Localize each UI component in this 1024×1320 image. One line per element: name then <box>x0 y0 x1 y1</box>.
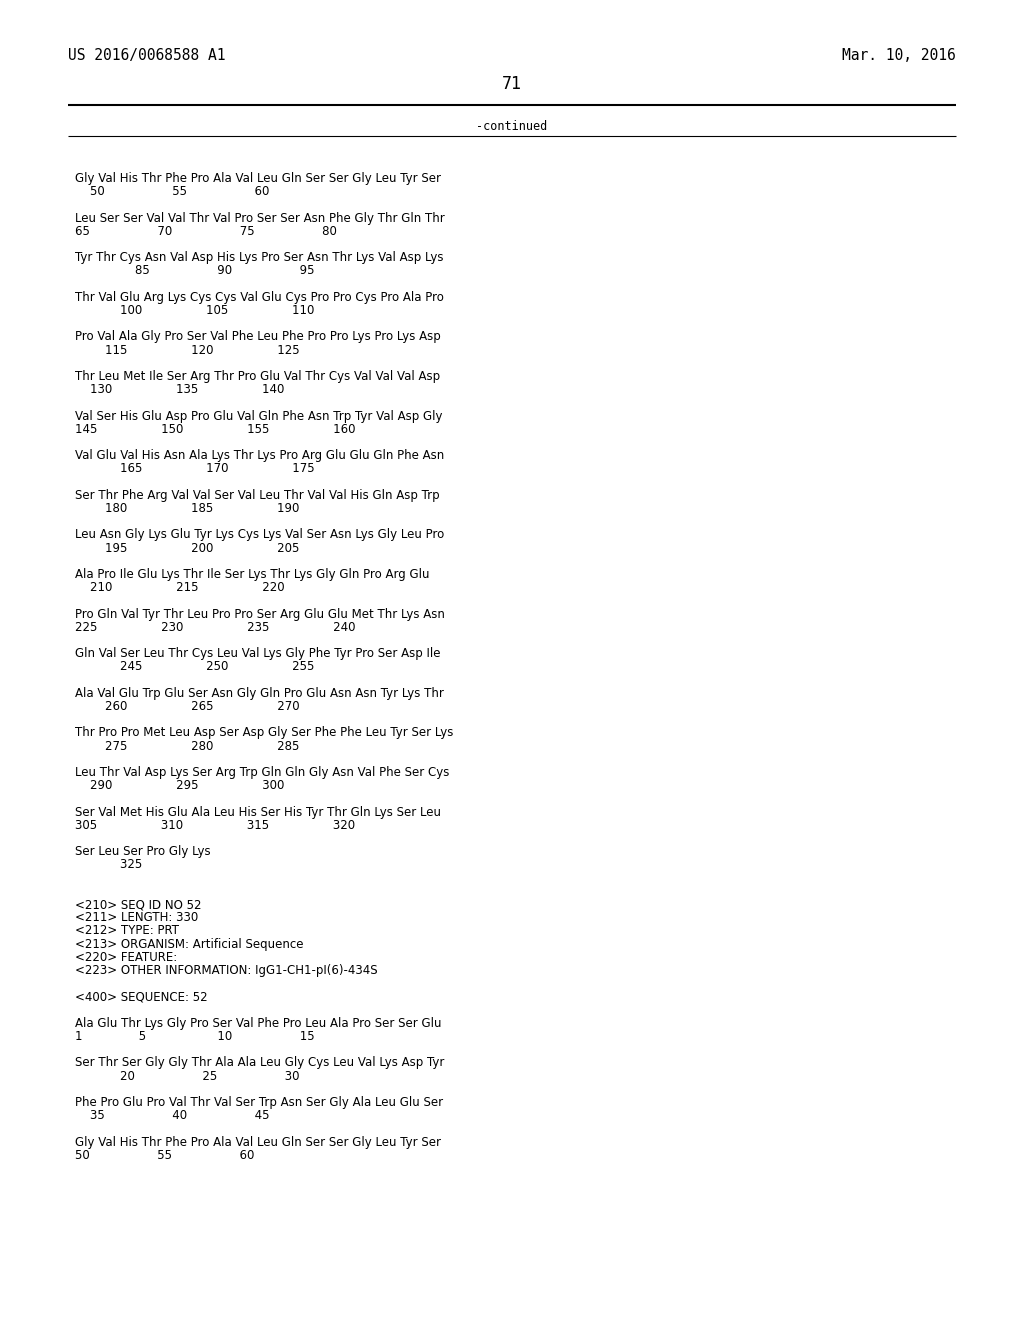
Text: 85                  90                  95: 85 90 95 <box>75 264 314 277</box>
Text: Gln Val Ser Leu Thr Cys Leu Val Lys Gly Phe Tyr Pro Ser Asp Ile: Gln Val Ser Leu Thr Cys Leu Val Lys Gly … <box>75 647 440 660</box>
Text: 1               5                   10                  15: 1 5 10 15 <box>75 1030 314 1043</box>
Text: 225                 230                 235                 240: 225 230 235 240 <box>75 620 355 634</box>
Text: Val Glu Val His Asn Ala Lys Thr Lys Pro Arg Glu Glu Gln Phe Asn: Val Glu Val His Asn Ala Lys Thr Lys Pro … <box>75 449 444 462</box>
Text: 260                 265                 270: 260 265 270 <box>75 700 300 713</box>
Text: 165                 170                 175: 165 170 175 <box>75 462 314 475</box>
Text: 20                  25                  30: 20 25 30 <box>75 1069 299 1082</box>
Text: Thr Val Glu Arg Lys Cys Cys Val Glu Cys Pro Pro Cys Pro Ala Pro: Thr Val Glu Arg Lys Cys Cys Val Glu Cys … <box>75 290 443 304</box>
Text: Thr Pro Pro Met Leu Asp Ser Asp Gly Ser Phe Phe Leu Tyr Ser Lys: Thr Pro Pro Met Leu Asp Ser Asp Gly Ser … <box>75 726 454 739</box>
Text: Gly Val His Thr Phe Pro Ala Val Leu Gln Ser Ser Gly Leu Tyr Ser: Gly Val His Thr Phe Pro Ala Val Leu Gln … <box>75 172 441 185</box>
Text: <400> SEQUENCE: 52: <400> SEQUENCE: 52 <box>75 990 208 1003</box>
Text: 145                 150                 155                 160: 145 150 155 160 <box>75 422 355 436</box>
Text: 130                 135                 140: 130 135 140 <box>75 383 285 396</box>
Text: 210                 215                 220: 210 215 220 <box>75 581 285 594</box>
Text: <223> OTHER INFORMATION: IgG1-CH1-pI(6)-434S: <223> OTHER INFORMATION: IgG1-CH1-pI(6)-… <box>75 964 378 977</box>
Text: 290                 295                 300: 290 295 300 <box>75 779 285 792</box>
Text: <220> FEATURE:: <220> FEATURE: <box>75 950 177 964</box>
Text: Ala Pro Ile Glu Lys Thr Ile Ser Lys Thr Lys Gly Gln Pro Arg Glu: Ala Pro Ile Glu Lys Thr Ile Ser Lys Thr … <box>75 568 429 581</box>
Text: Ser Leu Ser Pro Gly Lys: Ser Leu Ser Pro Gly Lys <box>75 845 211 858</box>
Text: 115                 120                 125: 115 120 125 <box>75 343 300 356</box>
Text: 50                  55                  60: 50 55 60 <box>75 185 269 198</box>
Text: Ser Thr Ser Gly Gly Thr Ala Ala Leu Gly Cys Leu Val Lys Asp Tyr: Ser Thr Ser Gly Gly Thr Ala Ala Leu Gly … <box>75 1056 444 1069</box>
Text: 180                 185                 190: 180 185 190 <box>75 502 299 515</box>
Text: Gly Val His Thr Phe Pro Ala Val Leu Gln Ser Ser Gly Leu Tyr Ser: Gly Val His Thr Phe Pro Ala Val Leu Gln … <box>75 1135 441 1148</box>
Text: <212> TYPE: PRT: <212> TYPE: PRT <box>75 924 179 937</box>
Text: -continued: -continued <box>476 120 548 133</box>
Text: Ala Glu Thr Lys Gly Pro Ser Val Phe Pro Leu Ala Pro Ser Ser Glu: Ala Glu Thr Lys Gly Pro Ser Val Phe Pro … <box>75 1016 441 1030</box>
Text: 50                  55                  60: 50 55 60 <box>75 1148 254 1162</box>
Text: Leu Ser Ser Val Val Thr Val Pro Ser Ser Asn Phe Gly Thr Gln Thr: Leu Ser Ser Val Val Thr Val Pro Ser Ser … <box>75 211 444 224</box>
Text: <213> ORGANISM: Artificial Sequence: <213> ORGANISM: Artificial Sequence <box>75 937 303 950</box>
Text: Ser Val Met His Glu Ala Leu His Ser His Tyr Thr Gln Lys Ser Leu: Ser Val Met His Glu Ala Leu His Ser His … <box>75 805 441 818</box>
Text: Tyr Thr Cys Asn Val Asp His Lys Pro Ser Asn Thr Lys Val Asp Lys: Tyr Thr Cys Asn Val Asp His Lys Pro Ser … <box>75 251 443 264</box>
Text: 305                 310                 315                 320: 305 310 315 320 <box>75 818 355 832</box>
Text: <211> LENGTH: 330: <211> LENGTH: 330 <box>75 911 199 924</box>
Text: Pro Val Ala Gly Pro Ser Val Phe Leu Phe Pro Pro Lys Pro Lys Asp: Pro Val Ala Gly Pro Ser Val Phe Leu Phe … <box>75 330 440 343</box>
Text: 325: 325 <box>75 858 142 871</box>
Text: 195                 200                 205: 195 200 205 <box>75 541 299 554</box>
Text: Ser Thr Phe Arg Val Val Ser Val Leu Thr Val Val His Gln Asp Trp: Ser Thr Phe Arg Val Val Ser Val Leu Thr … <box>75 488 439 502</box>
Text: 71: 71 <box>502 75 522 92</box>
Text: 100                 105                 110: 100 105 110 <box>75 304 314 317</box>
Text: Val Ser His Glu Asp Pro Glu Val Gln Phe Asn Trp Tyr Val Asp Gly: Val Ser His Glu Asp Pro Glu Val Gln Phe … <box>75 409 442 422</box>
Text: 35                  40                  45: 35 40 45 <box>75 1109 269 1122</box>
Text: Mar. 10, 2016: Mar. 10, 2016 <box>843 48 956 63</box>
Text: US 2016/0068588 A1: US 2016/0068588 A1 <box>68 48 225 63</box>
Text: Leu Asn Gly Lys Glu Tyr Lys Cys Lys Val Ser Asn Lys Gly Leu Pro: Leu Asn Gly Lys Glu Tyr Lys Cys Lys Val … <box>75 528 444 541</box>
Text: Thr Leu Met Ile Ser Arg Thr Pro Glu Val Thr Cys Val Val Val Asp: Thr Leu Met Ile Ser Arg Thr Pro Glu Val … <box>75 370 440 383</box>
Text: 275                 280                 285: 275 280 285 <box>75 739 299 752</box>
Text: 245                 250                 255: 245 250 255 <box>75 660 314 673</box>
Text: Ala Val Glu Trp Glu Ser Asn Gly Gln Pro Glu Asn Asn Tyr Lys Thr: Ala Val Glu Trp Glu Ser Asn Gly Gln Pro … <box>75 686 443 700</box>
Text: <210> SEQ ID NO 52: <210> SEQ ID NO 52 <box>75 898 202 911</box>
Text: Phe Pro Glu Pro Val Thr Val Ser Trp Asn Ser Gly Ala Leu Glu Ser: Phe Pro Glu Pro Val Thr Val Ser Trp Asn … <box>75 1096 443 1109</box>
Text: Leu Thr Val Asp Lys Ser Arg Trp Gln Gln Gly Asn Val Phe Ser Cys: Leu Thr Val Asp Lys Ser Arg Trp Gln Gln … <box>75 766 450 779</box>
Text: 65                  70                  75                  80: 65 70 75 80 <box>75 224 337 238</box>
Text: Pro Gln Val Tyr Thr Leu Pro Pro Ser Arg Glu Glu Met Thr Lys Asn: Pro Gln Val Tyr Thr Leu Pro Pro Ser Arg … <box>75 607 444 620</box>
